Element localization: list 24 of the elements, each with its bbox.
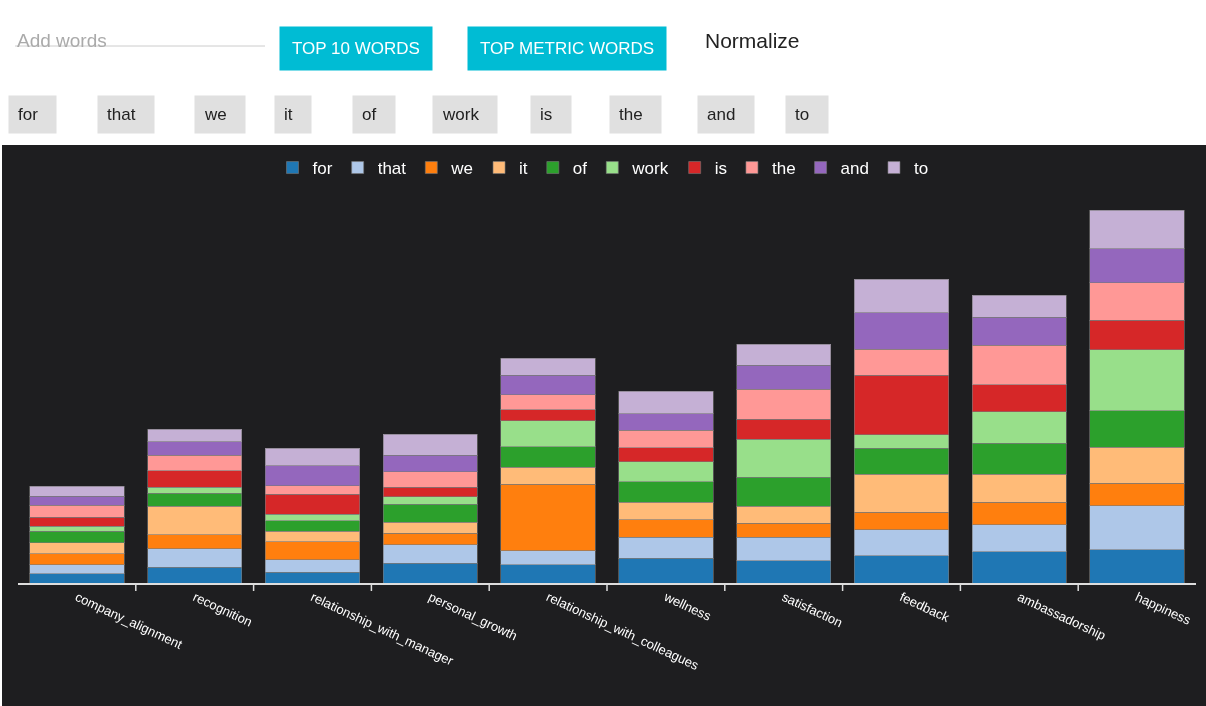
legend-label: for bbox=[312, 159, 333, 179]
legend-label: work bbox=[631, 159, 669, 179]
text: it bbox=[284, 105, 302, 124]
text: and bbox=[707, 105, 745, 124]
text: Add words bbox=[17, 30, 107, 51]
legend-label: and bbox=[840, 159, 869, 179]
legend-label: we bbox=[450, 159, 474, 179]
legend-label: is bbox=[714, 159, 727, 179]
text: TOP METRIC WORDS bbox=[480, 39, 655, 58]
text: the bbox=[619, 105, 653, 124]
legend-label: the bbox=[771, 159, 796, 179]
legend-label: to bbox=[913, 159, 929, 179]
legend-label: that bbox=[377, 159, 407, 179]
legend-label: it bbox=[519, 159, 528, 179]
text: to bbox=[795, 105, 819, 124]
text: is bbox=[540, 105, 562, 124]
legend-label: of bbox=[572, 159, 588, 179]
text: Normalize bbox=[705, 29, 800, 52]
text: of bbox=[362, 105, 386, 124]
text: for bbox=[18, 105, 48, 124]
text: we bbox=[204, 105, 237, 124]
text: work bbox=[442, 105, 489, 124]
text: TOP 10 WORDS bbox=[292, 39, 420, 58]
text: that bbox=[107, 105, 145, 124]
